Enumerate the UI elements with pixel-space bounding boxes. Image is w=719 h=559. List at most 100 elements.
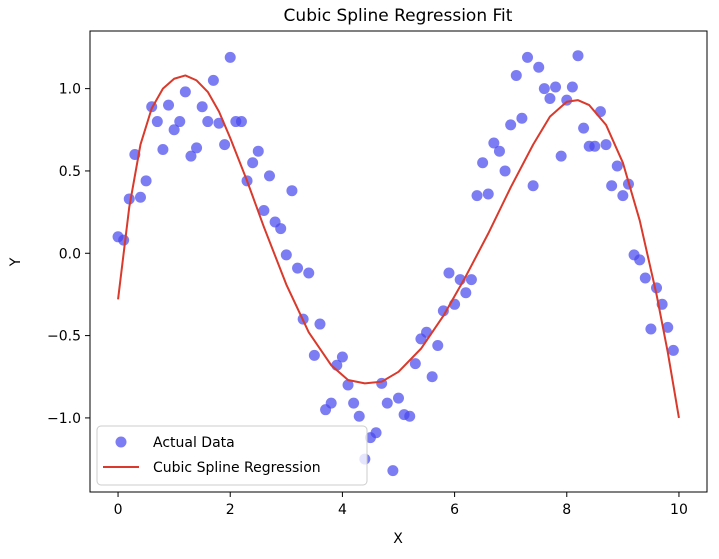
data-point <box>527 180 539 192</box>
x-tick-label: 2 <box>226 502 235 518</box>
data-point <box>645 323 657 335</box>
data-point <box>247 157 259 169</box>
data-point <box>617 190 629 202</box>
y-tick-label: 0.0 <box>59 246 81 262</box>
data-point <box>639 272 651 284</box>
y-axis-label: Y <box>8 257 24 267</box>
data-point <box>202 116 214 128</box>
data-point <box>533 61 545 73</box>
plot-area <box>112 50 680 477</box>
data-point <box>426 371 438 383</box>
data-point <box>538 83 550 95</box>
data-point <box>600 139 612 151</box>
data-point <box>572 50 584 62</box>
data-point <box>393 392 404 404</box>
data-point <box>280 249 292 261</box>
chart-title: Cubic Spline Regression Fit <box>284 6 513 26</box>
data-point <box>662 321 674 333</box>
data-point <box>516 112 528 124</box>
data-point <box>336 351 348 363</box>
data-point <box>325 397 337 409</box>
data-point <box>606 180 618 192</box>
data-point <box>275 223 287 235</box>
data-point <box>118 234 130 246</box>
legend: Actual Data Cubic Spline Regression <box>96 425 368 486</box>
data-point <box>353 410 365 422</box>
data-point <box>477 157 489 169</box>
x-tick-label: 8 <box>562 502 571 518</box>
data-point <box>263 170 275 182</box>
data-point <box>219 139 231 151</box>
axes-frame <box>89 30 708 493</box>
data-point <box>292 262 304 274</box>
y-tick-label: −1.0 <box>47 411 81 427</box>
y-tick-label: 0.5 <box>59 164 81 180</box>
data-point <box>286 185 298 197</box>
data-point <box>252 145 264 157</box>
data-point <box>191 142 203 154</box>
data-point <box>303 267 315 279</box>
data-point <box>235 116 247 128</box>
data-point <box>437 305 449 317</box>
data-point <box>134 191 146 203</box>
data-point <box>404 410 416 422</box>
data-point <box>168 124 180 136</box>
data-point <box>381 397 393 409</box>
data-point <box>471 190 483 202</box>
y-tick-label: 1.0 <box>59 82 81 98</box>
x-tick-label: 0 <box>114 502 123 518</box>
data-point <box>224 51 236 63</box>
x-axis: 0 2 4 6 8 10 <box>114 492 688 518</box>
data-point <box>258 204 270 216</box>
data-point <box>589 140 601 152</box>
data-point <box>207 74 219 86</box>
data-point <box>342 379 354 391</box>
data-point <box>594 106 606 118</box>
y-axis: −1.0 −0.5 0.0 0.5 1.0 <box>47 82 90 427</box>
y-tick-label: −0.5 <box>47 329 81 345</box>
data-point <box>505 119 517 131</box>
data-point <box>174 116 186 128</box>
data-point <box>157 144 169 156</box>
data-point <box>482 188 494 200</box>
legend-box <box>96 425 368 486</box>
data-point <box>140 175 152 187</box>
data-point <box>314 318 326 330</box>
data-point <box>522 51 534 63</box>
data-point <box>510 69 522 81</box>
x-tick-label: 6 <box>450 502 459 518</box>
data-point <box>550 81 562 93</box>
data-point <box>555 150 567 162</box>
data-point <box>544 93 556 104</box>
x-tick-label: 10 <box>670 502 688 518</box>
data-point <box>566 81 578 93</box>
legend-label-spline: Cubic Spline Regression <box>153 460 321 476</box>
data-point <box>387 465 399 477</box>
data-point <box>370 427 382 439</box>
data-point <box>196 101 208 113</box>
x-axis-label: X <box>393 531 403 547</box>
data-point <box>409 358 421 370</box>
data-point <box>348 397 360 409</box>
data-point <box>185 150 197 162</box>
legend-label-actual-data: Actual Data <box>153 435 235 451</box>
x-tick-label: 4 <box>338 502 347 518</box>
data-point <box>151 116 163 128</box>
data-point <box>634 254 646 266</box>
data-point <box>493 145 505 157</box>
data-point <box>460 287 472 299</box>
data-point <box>578 122 590 134</box>
data-point <box>308 349 320 361</box>
data-point <box>611 160 623 172</box>
data-point <box>443 267 455 279</box>
data-point <box>432 339 444 351</box>
data-point <box>488 137 500 149</box>
legend-marker-actual-data <box>115 436 127 448</box>
data-point <box>465 274 477 286</box>
data-point <box>499 165 511 177</box>
data-point <box>667 344 679 356</box>
data-point <box>179 86 191 98</box>
data-point <box>163 99 175 111</box>
spline-regression-line <box>117 74 680 419</box>
